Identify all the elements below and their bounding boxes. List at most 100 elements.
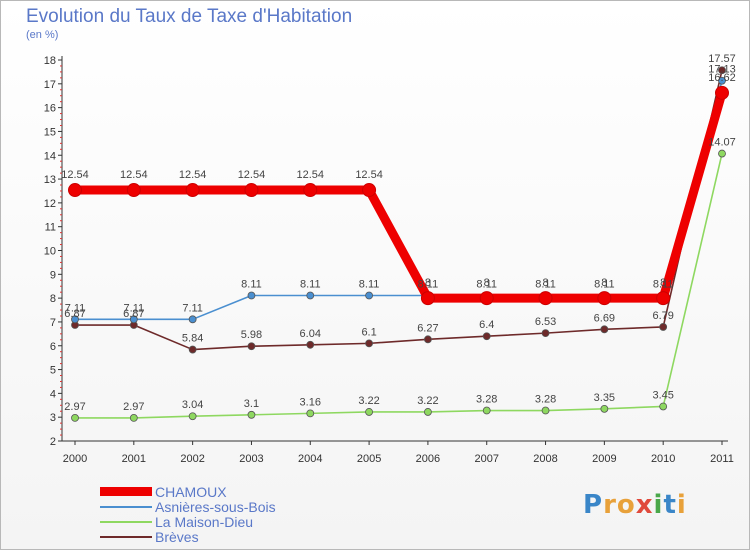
legend-item-breves: Brèves (100, 528, 276, 545)
data-point (365, 291, 373, 300)
legend-label-asnieres: Asnières-sous-Bois (155, 498, 276, 515)
x-tick-label: 2001 (122, 453, 146, 465)
data-point (303, 183, 318, 198)
series-line-2 (74, 152, 723, 419)
data-label: 17.57 (708, 53, 736, 65)
data-label: 3.35 (594, 392, 615, 404)
series-line-1 (74, 79, 723, 321)
data-label: 12.54 (61, 169, 89, 181)
data-point (659, 323, 668, 331)
data-label: 12.54 (120, 169, 148, 181)
data-point (420, 291, 435, 306)
data-label: 6.87 (64, 308, 85, 320)
proxiti-logo: Proxiti (583, 490, 687, 520)
legend: CHAMOUX Asnières-sous-Bois La Maison-Die… (100, 484, 276, 545)
y-tick-label: 14 (44, 150, 56, 162)
y-tick-label: 8 (50, 293, 56, 305)
y-tick-label: 2 (50, 436, 56, 448)
y-tick-label: 12 (44, 198, 56, 210)
data-point (362, 183, 377, 198)
y-tick-label: 13 (44, 174, 56, 186)
data-label: 2.97 (123, 401, 144, 413)
data-label: 8 (542, 277, 548, 289)
data-label: 6.27 (417, 322, 438, 334)
y-tick-label: 3 (50, 412, 56, 424)
legend-item-chamoux: CHAMOUX (100, 484, 276, 500)
data-label: 16.62 (708, 72, 736, 84)
legend-swatch-la-maison-dieu (100, 520, 152, 523)
data-point (600, 404, 609, 413)
y-tick-label: 18 (44, 55, 56, 67)
x-tick-label: 2007 (474, 453, 498, 465)
x-tick-label: 2010 (651, 453, 675, 465)
data-point (718, 76, 726, 85)
data-label: 6.87 (123, 308, 144, 320)
legend-item-asnieres: Asnières-sous-Bois (100, 498, 276, 515)
data-point (306, 409, 315, 418)
data-label: 8.11 (359, 279, 380, 291)
logo-letter: i (676, 490, 687, 520)
data-point (247, 410, 256, 419)
data-label: 8 (601, 277, 607, 289)
legend-label-breves: Brèves (155, 528, 199, 545)
legend-swatch-breves (100, 535, 152, 538)
data-point (365, 408, 373, 416)
data-label: 3.22 (358, 395, 379, 407)
data-label: 7.11 (124, 302, 145, 314)
data-label: 8.11 (594, 279, 615, 291)
y-tick-label: 9 (50, 269, 56, 281)
x-tick-label: 2005 (357, 453, 381, 465)
data-label: 3.22 (417, 395, 438, 407)
data-label: 6.53 (535, 316, 556, 328)
y-tick-label: 4 (50, 388, 56, 400)
data-point (656, 291, 671, 306)
data-label: 2.97 (64, 401, 85, 413)
data-label: 3.16 (300, 396, 321, 408)
legend-swatch-chamoux (100, 487, 152, 496)
data-label: 6.1 (361, 326, 376, 338)
series-layer (68, 66, 729, 422)
x-tick-label: 2006 (416, 453, 440, 465)
data-point (479, 291, 494, 306)
chart-title: Evolution du Taux de Taxe d'Habitation (26, 6, 353, 27)
y-tick-label: 6 (50, 341, 56, 353)
data-label: 3.28 (535, 394, 556, 406)
data-label: 8.11 (653, 279, 674, 291)
x-tick-label: 2002 (180, 453, 204, 465)
series-line-3 (74, 69, 723, 351)
data-point (185, 183, 200, 198)
data-point (659, 402, 668, 411)
y-tick-label: 17 (44, 79, 56, 91)
data-label: 3.04 (182, 399, 203, 411)
data-label: 7.11 (65, 302, 86, 314)
x-tick-label: 2008 (533, 453, 557, 465)
chart-axes: 2 3 4 5 6 7 8 9 10 11 12 13 14 15 16 17 18 2000 2001 2002 20… (44, 55, 734, 465)
data-point (247, 291, 256, 300)
y-tick-label: 7 (50, 317, 56, 329)
chart-subtitle: (en %) (26, 29, 59, 41)
logo-letter: i (653, 490, 664, 520)
data-point (244, 183, 259, 198)
data-label: 6.04 (300, 328, 321, 340)
data-label: 8.11 (535, 279, 556, 291)
data-label: 5.84 (182, 333, 203, 345)
data-point (538, 291, 553, 306)
data-point (424, 335, 432, 344)
data-point (71, 414, 79, 422)
data-label: 17.13 (708, 64, 736, 76)
logo-letter: x (635, 490, 654, 520)
data-point (718, 149, 726, 158)
legend-swatch-asnieres (100, 505, 152, 508)
data-point (247, 342, 256, 351)
x-tick-label: 2003 (239, 453, 263, 465)
data-point (482, 332, 491, 341)
data-label: 7.11 (182, 302, 203, 314)
data-label: 6.4 (479, 319, 494, 331)
data-label: 12.54 (238, 169, 266, 181)
data-point (541, 406, 550, 415)
data-point (541, 329, 550, 338)
data-label: 8.11 (241, 279, 262, 291)
data-point (365, 339, 373, 348)
data-point (129, 315, 138, 324)
